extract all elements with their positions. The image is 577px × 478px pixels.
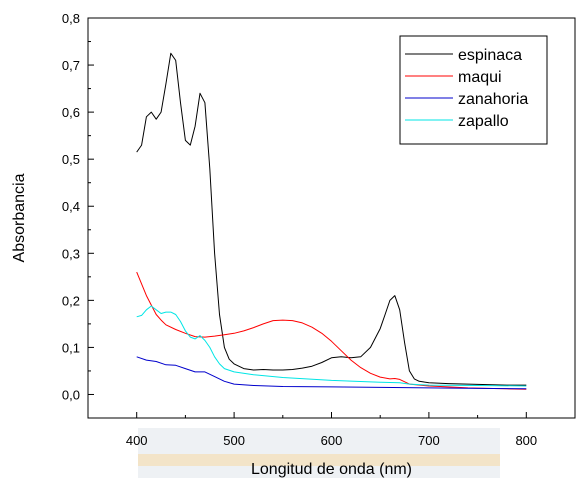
legend-label-zapallo: zapallo xyxy=(458,113,509,130)
y-tick-label: 0,5 xyxy=(62,152,80,167)
x-tick-label: 600 xyxy=(321,433,343,448)
y-tick-label: 0,6 xyxy=(62,105,80,120)
ticks-layer: 400 500 600 700 800 0,0 0,1 0,2 0,3 0,4 0,5 0,6 0,7 0… xyxy=(62,11,537,448)
y-axis-title: Absorbancia xyxy=(11,173,28,262)
x-tick-label: 800 xyxy=(515,433,537,448)
x-tick-label: 500 xyxy=(223,433,245,448)
series-line-zapallo xyxy=(136,305,527,387)
x-axis-title: Longitud de onda (nm) xyxy=(251,461,412,478)
watermark-band xyxy=(138,428,500,478)
series-line-zanahoria xyxy=(136,356,527,390)
legend: espinaca maqui zanahoria zapallo xyxy=(399,35,548,145)
series-line-maqui xyxy=(136,271,527,390)
legend-label-maqui: maqui xyxy=(458,69,502,86)
y-tick-label: 0,8 xyxy=(62,11,80,26)
x-tick-label: 700 xyxy=(418,433,440,448)
watermark-stripe xyxy=(138,454,500,466)
y-tick-label: 0,1 xyxy=(62,340,80,355)
y-tick-label: 0,3 xyxy=(62,246,80,261)
y-tick-label: 0,2 xyxy=(62,293,80,308)
y-tick-label: 0,0 xyxy=(62,387,80,402)
legend-label-zanahoria: zanahoria xyxy=(458,91,528,108)
x-tick-label: 400 xyxy=(126,433,148,448)
y-tick-label: 0,7 xyxy=(62,58,80,73)
series-line-espinaca xyxy=(136,52,527,386)
legend-label-espinaca: espinaca xyxy=(458,47,522,64)
y-tick-label: 0,4 xyxy=(62,199,80,214)
series-layer xyxy=(136,52,527,390)
